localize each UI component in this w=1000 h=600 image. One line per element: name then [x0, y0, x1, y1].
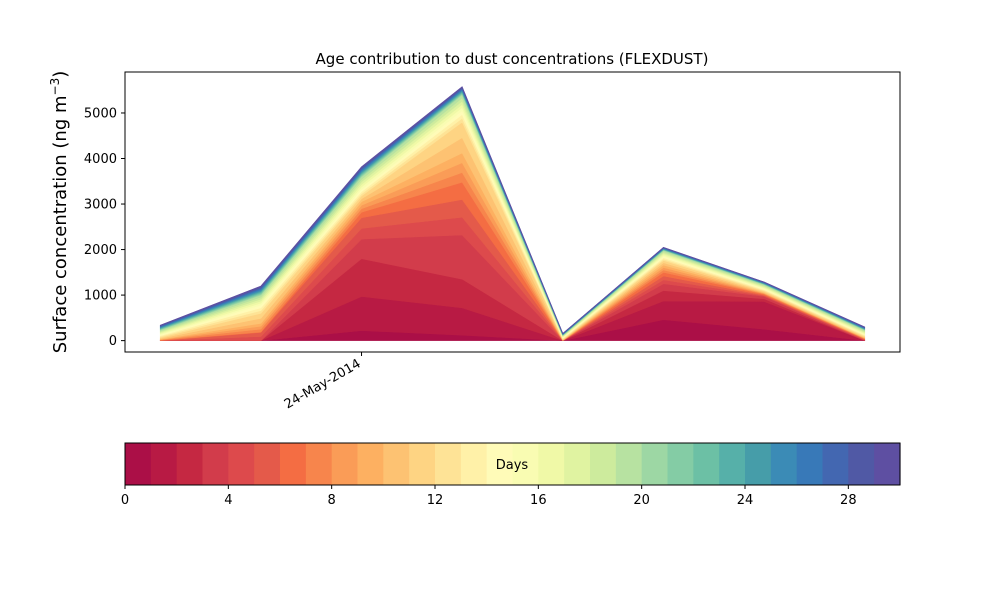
y-axis-ticks: 0 1000 2000 3000 4000 5000: [84, 106, 125, 349]
y-tick-label: 5000: [84, 106, 117, 121]
y-tick-label: 4000: [84, 152, 117, 167]
colorbar-label: Days: [496, 458, 529, 473]
colorbar-segment: [460, 443, 488, 485]
colorbar-tick-label: 28: [840, 493, 857, 508]
colorbar-segment: [822, 443, 849, 485]
colorbar-segment: [667, 443, 694, 485]
colorbar-tick-label: 24: [737, 493, 754, 508]
colorbar-segment: [564, 443, 591, 485]
colorbar-tick-label: 16: [530, 493, 547, 508]
plot-frame: [124, 71, 901, 353]
colorbar-tick-label: 0: [121, 493, 129, 508]
chart-title: Age contribution to dust concentrations …: [316, 50, 709, 68]
y-tick-label: 0: [109, 334, 117, 349]
colorbar-segment: [615, 443, 643, 485]
colorbar-segment: [512, 443, 539, 485]
colorbar-segment: [383, 443, 410, 485]
colorbar-tick-label: 12: [427, 493, 444, 508]
y-axis-label-close: ): [50, 71, 71, 78]
colorbar-tick-label: 20: [633, 493, 650, 508]
colorbar-segment: [641, 443, 669, 485]
svg-text:Surface concentration (ng m−3): Surface concentration (ng m−3): [48, 71, 71, 354]
colorbar-segment: [125, 443, 152, 485]
colorbar-ticks: 0 4 8 12 16 20 24 28: [121, 485, 857, 508]
colorbar-segment: [202, 443, 229, 485]
colorbar-segment: [848, 443, 875, 485]
colorbar-tick-label: 4: [224, 493, 232, 508]
colorbar-segment: [796, 443, 824, 485]
area-layer-day-30: [159, 86, 866, 334]
colorbar-segment: [538, 443, 565, 485]
colorbar-segment: [228, 443, 255, 485]
colorbar-segment: [874, 443, 901, 485]
colorbar-segment: [745, 443, 772, 485]
colorbar-segment: [770, 443, 798, 485]
colorbar-segment: [719, 443, 746, 485]
colorbar-segment: [590, 443, 617, 485]
colorbar-segment: [693, 443, 720, 485]
colorbar-segment: [435, 443, 462, 485]
y-tick-label: 2000: [84, 243, 117, 258]
colorbar-segment: [409, 443, 436, 485]
colorbar-tick-label: 8: [328, 493, 336, 508]
colorbar-segment: [150, 443, 178, 485]
colorbar-frame: [124, 442, 901, 486]
y-axis-label-main: Surface concentration (ng m: [50, 95, 71, 353]
colorbar-segment: [280, 443, 307, 485]
colorbar-segment: [331, 443, 359, 485]
colorbar-segment: [305, 443, 333, 485]
y-tick-label: 1000: [84, 289, 117, 304]
colorbar-segment: [486, 443, 514, 485]
colorbar-segment: [254, 443, 281, 485]
colorbar: [125, 443, 901, 485]
colorbar-segment: [176, 443, 204, 485]
colorbar-segment: [357, 443, 384, 485]
y-tick-label: 3000: [84, 198, 117, 213]
y-axis-label-superscript: −3: [48, 78, 62, 96]
y-axis-label: Surface concentration (ng m−3): [48, 71, 71, 354]
stacked-area-plot: [159, 86, 866, 341]
